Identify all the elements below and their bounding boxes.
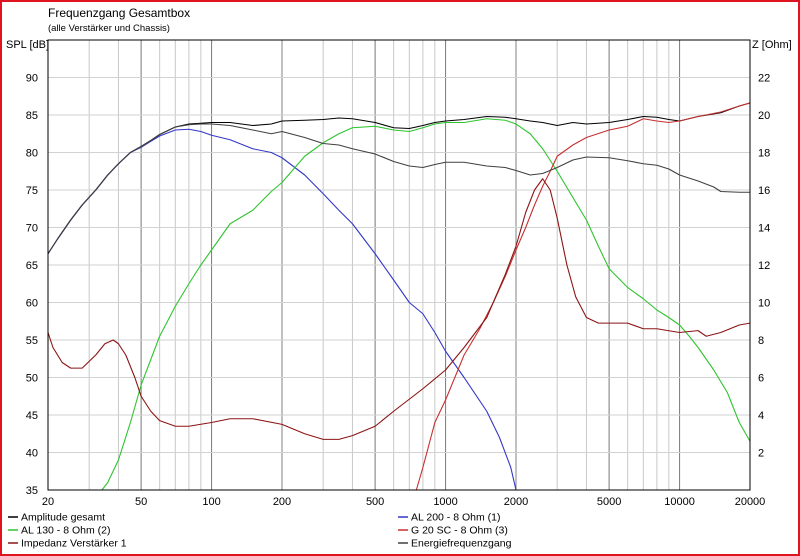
grid <box>47 40 751 491</box>
y-left-tick-label: 85 <box>26 110 38 122</box>
y-left-tick-label: 70 <box>26 223 38 235</box>
x-tick-label: 20000 <box>735 496 766 508</box>
y-left-axis-ticks: 35 40 45 50 55 60 65 70 75 80 85 90 <box>26 73 38 498</box>
x-tick-label: 2000 <box>504 496 528 508</box>
y-right-tick-label: 16 <box>758 185 770 197</box>
series-layer <box>47 102 751 491</box>
x-tick-label: 100 <box>202 496 220 508</box>
series-line-4 <box>48 102 751 491</box>
x-tick-label: 1000 <box>433 496 457 508</box>
x-tick-label: 200 <box>273 496 291 508</box>
chart-title: Frequenzgang Gesamtbox <box>48 6 190 20</box>
y-left-tick-label: 40 <box>26 448 38 460</box>
chart-subtitle: (alle Verstärker und Chassis) <box>48 23 170 34</box>
legend-label: Amplitude gesamt <box>21 512 105 524</box>
y-right-axis-label: Z [Ohm] <box>752 39 792 51</box>
legend-label: Energiefrequenzgang <box>411 538 512 550</box>
y-left-tick-label: 50 <box>26 373 38 385</box>
x-tick-label: 50 <box>135 496 147 508</box>
y-left-tick-label: 75 <box>26 185 38 197</box>
y-left-tick-label: 80 <box>26 148 38 160</box>
series-line-5 <box>47 178 751 440</box>
y-right-tick-label: 6 <box>758 373 764 385</box>
y-left-tick-label: 60 <box>26 298 38 310</box>
y-right-tick-label: 8 <box>758 335 764 347</box>
legend: Amplitude gesamt AL 200 - 8 Ohm (1) AL 130… <box>8 512 512 550</box>
x-tick-label: 10000 <box>664 496 695 508</box>
x-axis-ticks: 20 50 100 200 500 1000 2000 5000 10000 20000 <box>42 496 765 508</box>
y-left-tick-label: 65 <box>26 260 38 272</box>
y-left-tick-label: 90 <box>26 73 38 85</box>
y-right-tick-label: 10 <box>758 298 770 310</box>
y-left-tick-label: 35 <box>26 485 38 497</box>
y-left-tick-label: 55 <box>26 335 38 347</box>
y-left-tick-label: 45 <box>26 410 38 422</box>
y-right-tick-label: 22 <box>758 73 770 85</box>
legend-label: Impedanz Verstärker 1 <box>21 538 127 550</box>
y-right-tick-label: 18 <box>758 148 770 160</box>
y-right-tick-label: 2 <box>758 448 764 460</box>
y-right-tick-label: 14 <box>758 223 770 235</box>
y-right-tick-label: 12 <box>758 260 770 272</box>
legend-label: G 20 SC - 8 Ohm (3) <box>411 525 508 537</box>
plot-border <box>47 39 751 491</box>
legend-label: AL 130 - 8 Ohm (2) <box>21 525 110 537</box>
x-tick-label: 500 <box>366 496 384 508</box>
x-tick-label: 5000 <box>597 496 621 508</box>
x-tick-label: 20 <box>42 496 54 508</box>
y-left-axis-label: SPL [dB] <box>6 39 49 51</box>
y-right-tick-label: 20 <box>758 110 770 122</box>
legend-label: AL 200 - 8 Ohm (1) <box>411 512 500 524</box>
series-line-3 <box>48 118 751 491</box>
series-line-6 <box>47 123 750 255</box>
y-right-axis-ticks: 2 4 6 8 10 12 14 16 18 20 22 <box>758 73 770 460</box>
y-right-tick-label: 4 <box>758 410 764 422</box>
